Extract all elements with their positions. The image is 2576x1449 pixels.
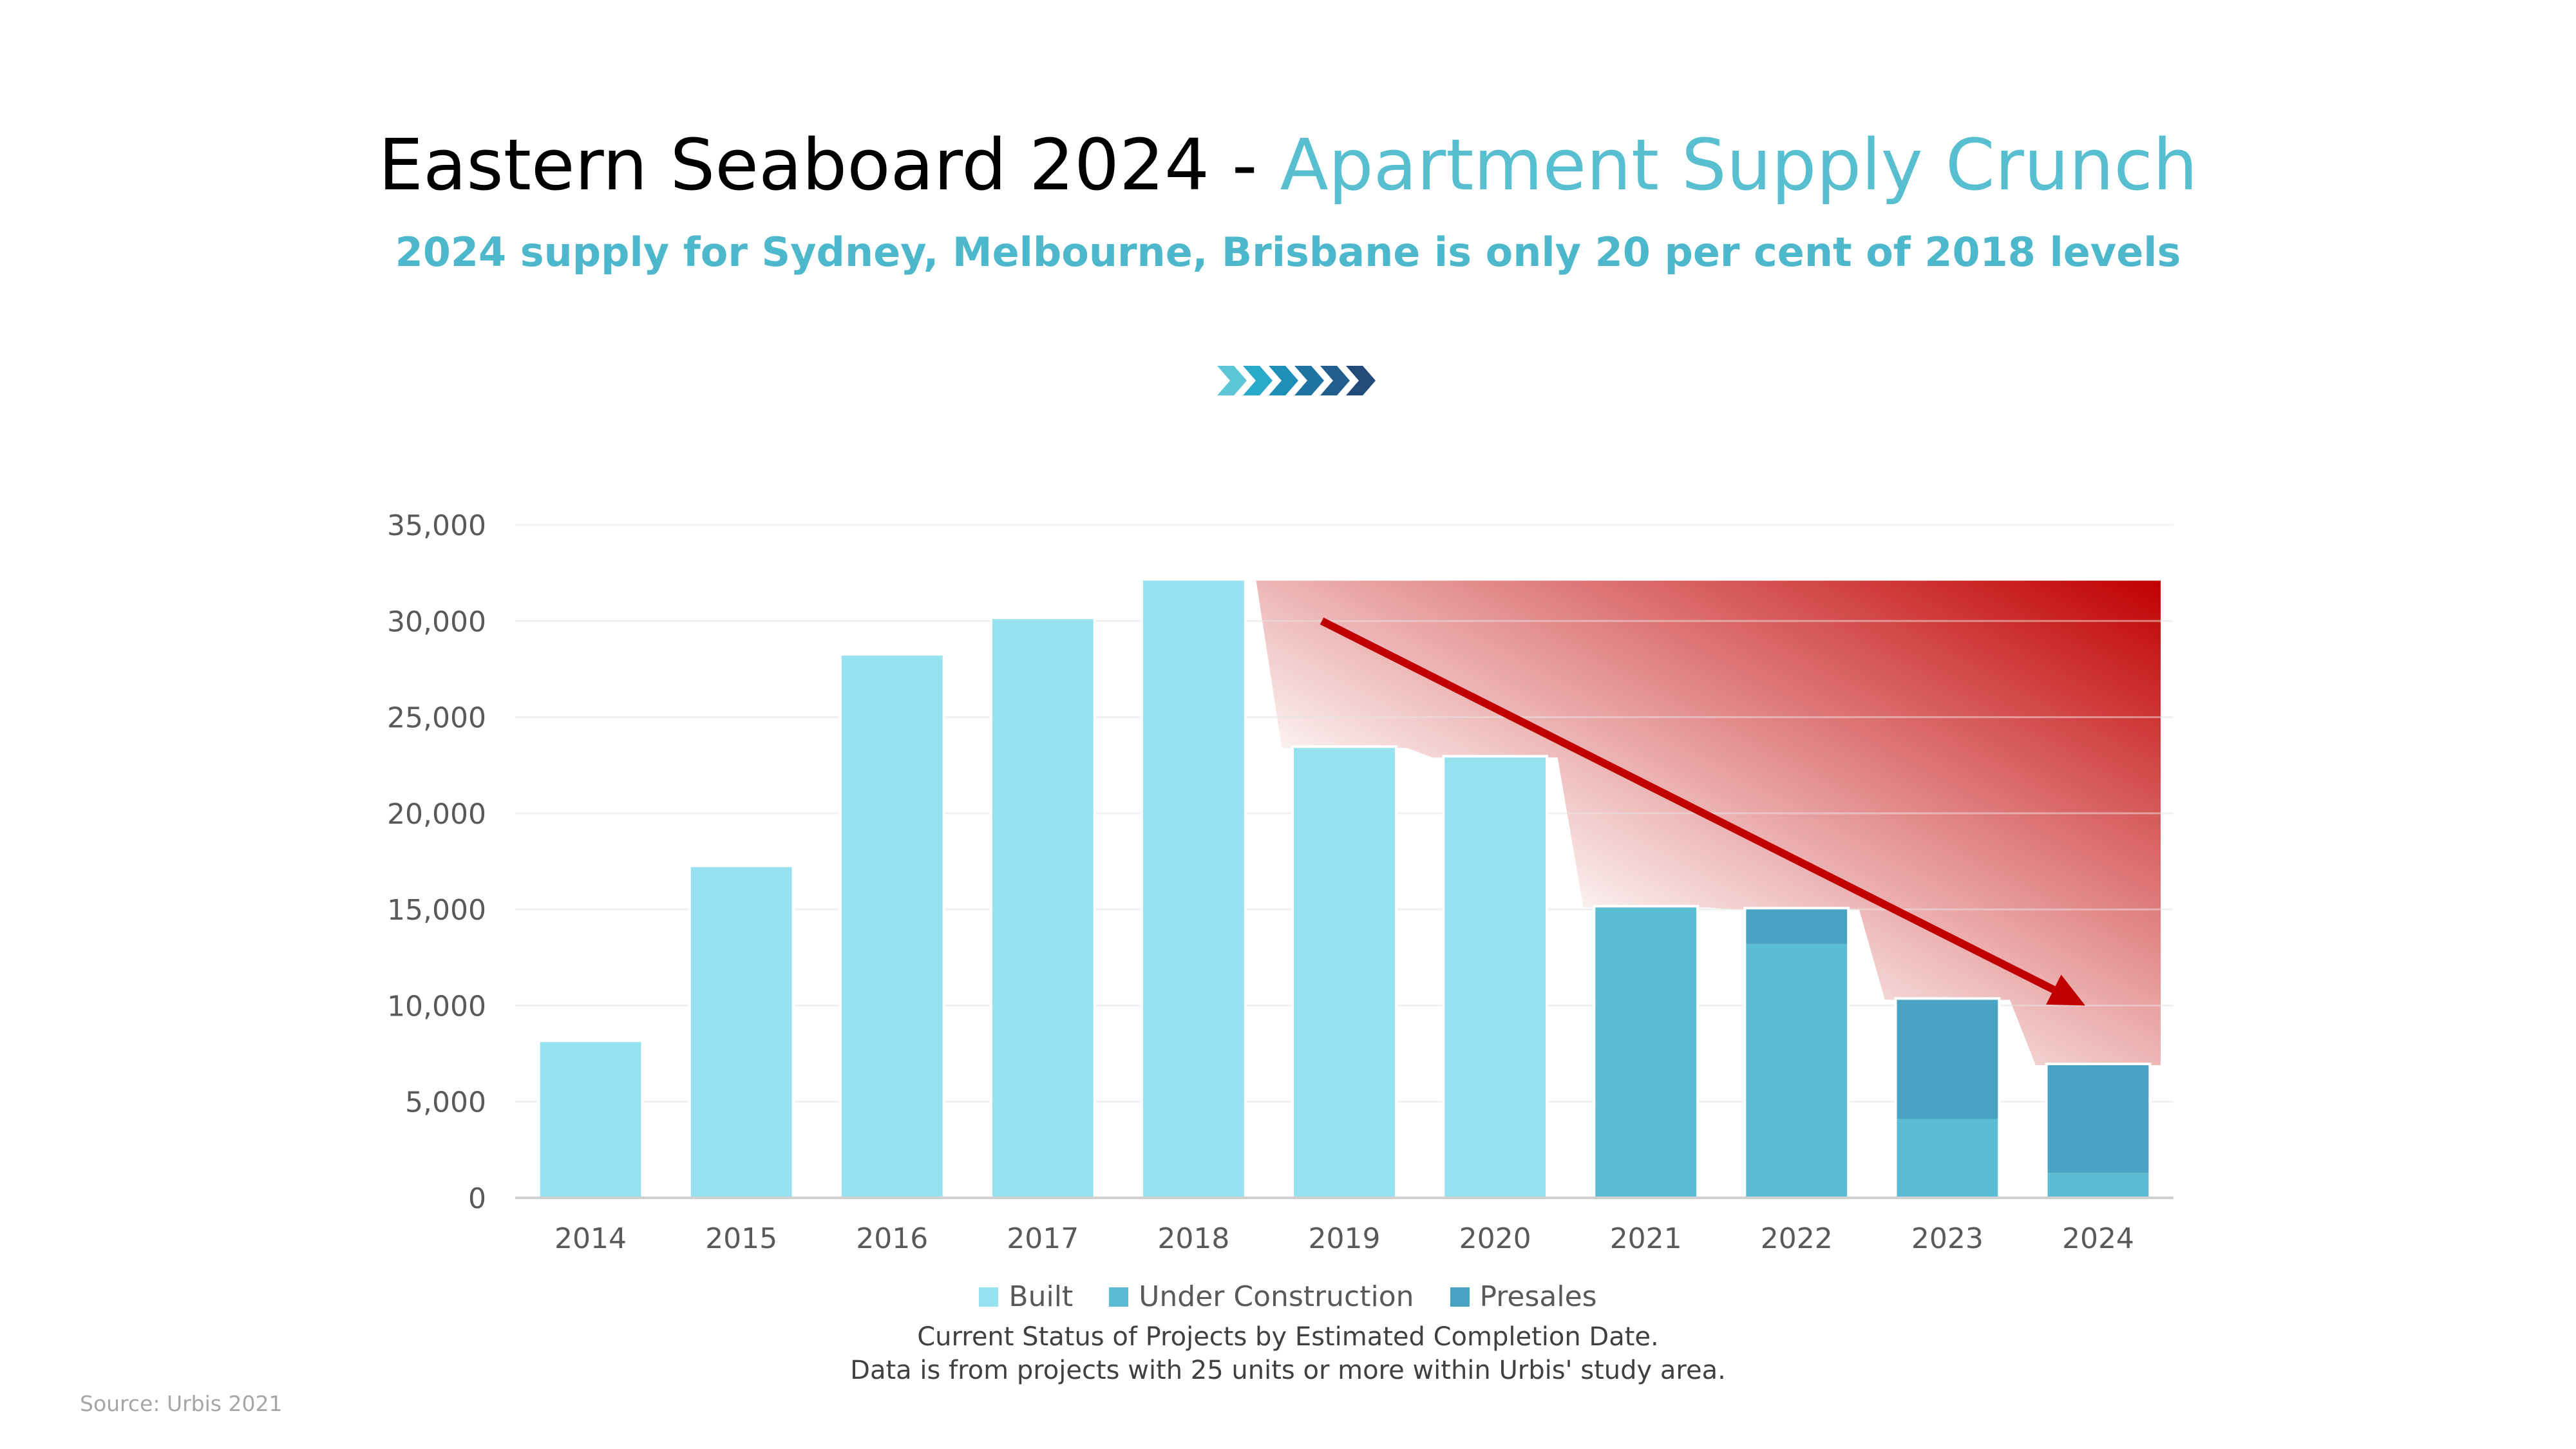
legend-swatch-presales [1450,1287,1470,1307]
legend-item-built: Built [979,1278,1073,1316]
y-tick-label: 20,000 [387,798,486,831]
bars [537,578,2152,1198]
legend-item-under-construction: Under Construction [1109,1278,1414,1316]
bar-built-2019 [1294,748,1395,1198]
y-tick-label: 10,000 [387,990,486,1023]
x-tick-label-2019: 2019 [1309,1222,1381,1255]
x-axis-tick-labels: 2014 2015 2016 2017 2018 2019 2020 2021 2022 2023… [554,1222,2134,1255]
bar-built-2020 [1444,757,1546,1198]
bar-built-2018 [1142,580,1244,1198]
bar-built-2014 [540,1042,641,1198]
chevron-icon [1320,366,1350,395]
bar-under-construction-2023 [1897,1119,1998,1198]
chart-note-line-1: Current Status of Projects by Estimated … [917,1322,1659,1352]
y-tick-label: 0 [468,1182,486,1215]
bar-built-2017 [992,619,1094,1198]
x-tick-label-2017: 2017 [1007,1222,1079,1255]
chart-title-accent: Apartment Supply Crunch [1280,124,2198,206]
y-tick-label: 5,000 [405,1086,486,1119]
bar-presales-2022 [1746,909,1848,944]
bar-under-construction-2024 [2047,1173,2149,1198]
x-tick-label-2022: 2022 [1761,1222,1833,1255]
chart-title-main: Eastern Seaboard 2024 - [378,124,1280,206]
chart-note-line-2: Data is from projects with 25 units or m… [850,1356,1726,1385]
chevron-icon [1294,366,1324,395]
legend-label-presales: Presales [1479,1280,1597,1313]
y-tick-label: 30,000 [387,605,486,638]
bar-built-2015 [690,867,792,1198]
x-tick-label-2014: 2014 [554,1222,627,1255]
bar-under-construction-2022 [1746,943,1848,1198]
chevron-arrows-icon [1217,366,1376,395]
chevron-icon [1217,366,1247,395]
x-tick-label-2021: 2021 [1610,1222,1682,1255]
y-tick-label: 25,000 [387,702,486,735]
x-tick-label-2015: 2015 [705,1222,777,1255]
bar-under-construction-2021 [1595,907,1697,1198]
bar-presales-2024 [2047,1065,2149,1173]
chevron-icon [1346,366,1376,395]
legend-label-built: Built [1009,1280,1074,1313]
source-note: Source: Urbis 2021 [80,1391,283,1416]
legend-item-presales: Presales [1450,1278,1597,1316]
chart-subtitle: 2024 supply for Sydney, Melbourne, Brisb… [395,229,2181,276]
x-tick-label-2018: 2018 [1157,1222,1229,1255]
y-axis-tick-labels: 0 5,000 10,000 15,000 20,000 25,000 30,000 35,0… [387,509,486,1215]
chart-legend: Built Under Construction Presales [0,1278,2576,1316]
chevron-icon [1269,366,1298,395]
x-tick-label-2020: 2020 [1459,1222,1531,1255]
trend-arrow-head [2046,974,2085,1006]
bar-presales-2023 [1897,999,1998,1119]
trend-arrow [1320,617,2085,1006]
x-tick-label-2023: 2023 [1911,1222,1984,1255]
legend-swatch-under-construction [1109,1287,1129,1307]
legend-label-under-construction: Under Construction [1139,1280,1414,1313]
x-tick-label-2024: 2024 [2062,1222,2134,1255]
chevron-icon [1243,366,1273,395]
y-tick-label: 15,000 [387,894,486,927]
trend-arrow-shaft [1320,617,2056,994]
x-tick-label-2016: 2016 [856,1222,928,1255]
legend-swatch-built [979,1287,999,1307]
chart-title: Eastern Seaboard 2024 - Apartment Supply… [0,120,2576,210]
bar-built-2016 [841,656,943,1198]
y-tick-label: 35,000 [387,509,486,542]
